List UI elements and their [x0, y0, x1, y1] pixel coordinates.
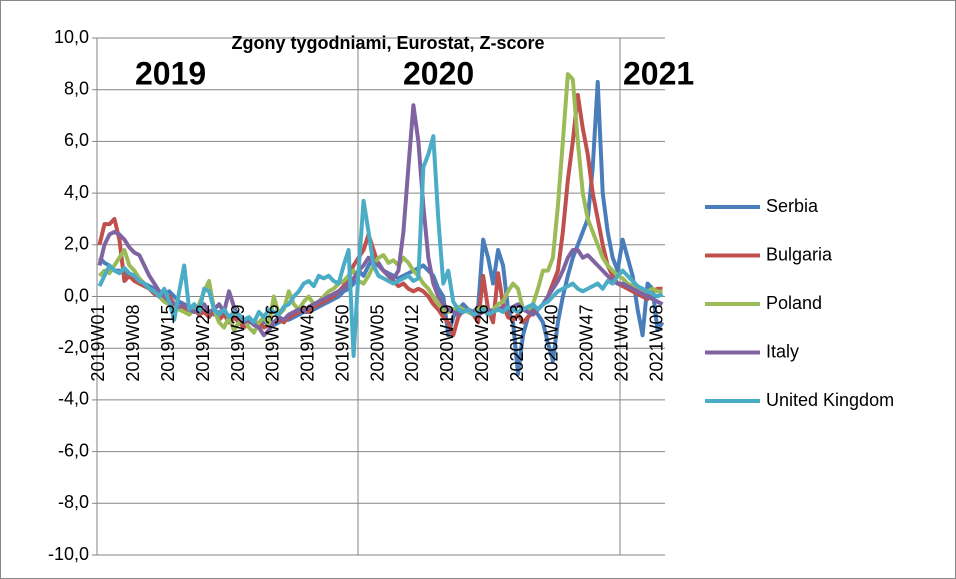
y-tick-label: -6,0: [58, 440, 89, 460]
annotation: 2020: [403, 55, 474, 91]
y-tick-label: 6,0: [64, 130, 89, 150]
legend-label: United Kingdom: [766, 390, 894, 410]
legend-label: Serbia: [766, 196, 819, 216]
y-tick-label: -8,0: [58, 492, 89, 512]
x-tick-label: 2021W08: [646, 305, 666, 382]
y-tick-label: 8,0: [64, 78, 89, 98]
y-tick-label: -10,0: [48, 544, 89, 564]
x-axis: 2019W01 2019W08 2019W15 2019W22 2019W29 2019W…: [88, 305, 666, 382]
x-tick-label: 2020W12: [402, 305, 422, 382]
x-tick-label: 2019W43: [298, 305, 318, 382]
x-tick-label: 2020W47: [577, 305, 597, 382]
x-tick-label: 2019W01: [88, 305, 108, 382]
x-tick-label: 2020W19: [437, 305, 457, 382]
y-tick-label: -2,0: [58, 337, 89, 357]
y-tick-label: -4,0: [58, 389, 89, 409]
x-tick-label: 2020W05: [367, 305, 387, 382]
x-tick-label: 2020W33: [507, 305, 527, 382]
annotation: 2021: [623, 55, 694, 91]
x-tick-label: 2019W50: [332, 305, 352, 382]
x-tick-label: 2020W40: [542, 305, 562, 382]
grid: -10,0 -8,0 -6,0 -4,0 -2,0 0,0 2,0 4,0 6,0 8,0 10,0: [48, 27, 665, 564]
x-tick-label: 2019W36: [263, 305, 283, 382]
x-tick-label: 2019W15: [158, 305, 178, 382]
y-tick-label: 2,0: [64, 234, 89, 254]
legend-label: Italy: [766, 341, 799, 361]
plot: [97, 72, 665, 377]
x-tick-label: 2021W01: [611, 305, 631, 382]
series-line: [97, 134, 664, 358]
chart-title: Zgony tygodniami, Eurostat, Z-score: [231, 33, 544, 53]
x-tick-label: 2019W29: [228, 305, 248, 382]
series-line: [97, 103, 664, 338]
x-tick-label: 2020W26: [472, 305, 492, 382]
y-tick-label: 10,0: [54, 27, 89, 47]
annotation: 2019: [135, 55, 206, 91]
legend-label: Poland: [766, 293, 822, 313]
x-tick-label: 2019W22: [193, 305, 213, 382]
legend: Serbia Bulgaria Poland Italy United Kingdom: [705, 196, 894, 410]
x-tick-label: 2019W08: [123, 305, 143, 382]
legend-label: Bulgaria: [766, 244, 833, 264]
y-tick-label: 4,0: [64, 182, 89, 202]
y-tick-label: 0,0: [64, 285, 89, 305]
